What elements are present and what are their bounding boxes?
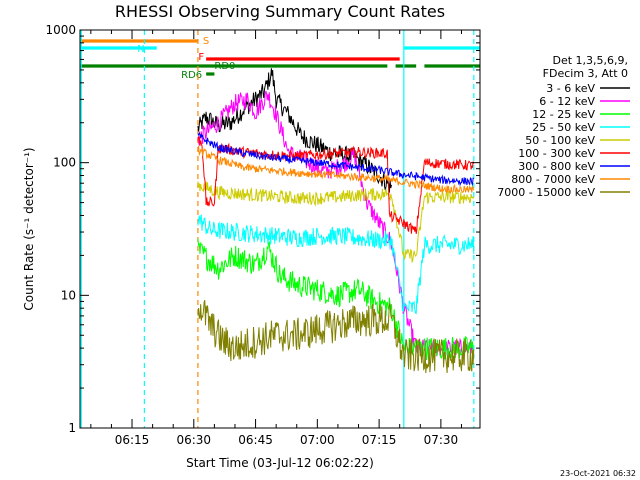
legend-label-4: 50 - 100 keV <box>525 134 595 147</box>
x-tick-label-0: 06:15 <box>115 433 150 447</box>
legend-label-1: 6 - 12 keV <box>539 95 595 108</box>
legend-header-line-2: FDecim 3, Att 0 <box>543 67 628 80</box>
y-tick-label-3: 1000 <box>45 23 76 37</box>
legend-label-0: 3 - 6 keV <box>546 82 595 95</box>
legend-label-7: 800 - 7000 keV <box>511 173 595 186</box>
legend-label-6: 300 - 800 keV <box>518 160 595 173</box>
legend: Det 1,3,5,6,9, FDecim 3, Att 0 3 - 6 keV… <box>497 54 630 199</box>
y-tick-label-0: 1 <box>68 421 76 435</box>
series-line-8 <box>197 299 475 374</box>
x-tick-label-4: 07:15 <box>362 433 397 447</box>
series-line-5 <box>197 136 475 234</box>
x-axis-label: Start Time (03-Jul-12 06:02:22) <box>186 456 374 470</box>
y-axis-label: Count Rate (s⁻¹ detector⁻¹) <box>22 147 36 310</box>
x-tick-label-2: 06:45 <box>238 433 273 447</box>
flag-label-s: S <box>203 36 209 47</box>
flag-label-rd0: RD0 <box>214 61 235 72</box>
y-tick-label-2: 100 <box>53 156 76 170</box>
series-line-4 <box>197 181 475 264</box>
legend-header-line-1: Det 1,3,5,6,9, <box>552 54 628 67</box>
flag-label-n: N <box>137 44 144 55</box>
flag-label-rd6: RD6 <box>181 70 202 81</box>
x-tick-label-5: 07:30 <box>424 433 459 447</box>
plot-frame <box>79 29 481 429</box>
legend-label-3: 25 - 50 keV <box>532 121 595 134</box>
flag-label-f: F <box>198 52 204 63</box>
series-group <box>197 68 475 374</box>
footer-timestamp: 23-Oct-2021 06:32 <box>560 469 636 478</box>
series-line-3 <box>197 214 475 315</box>
legend-label-8: 7000 - 15000 keV <box>497 186 595 199</box>
x-tick-label-3: 07:00 <box>300 433 335 447</box>
series-line-6 <box>197 131 475 187</box>
series-line-2 <box>197 238 475 361</box>
axes: 1 10 100 1000 06:15 06:30 06:45 07:00 07:15 07:30 <box>45 23 480 447</box>
x-tick-label-1: 06:30 <box>176 433 211 447</box>
series-line-7 <box>197 145 475 194</box>
chart-title: RHESSI Observing Summary Count Rates <box>115 2 445 21</box>
legend-label-5: 100 - 300 keV <box>518 147 595 160</box>
legend-label-2: 12 - 25 keV <box>532 108 595 121</box>
mode-vertical-lines <box>80 30 475 428</box>
y-tick-label-1: 10 <box>61 288 76 302</box>
